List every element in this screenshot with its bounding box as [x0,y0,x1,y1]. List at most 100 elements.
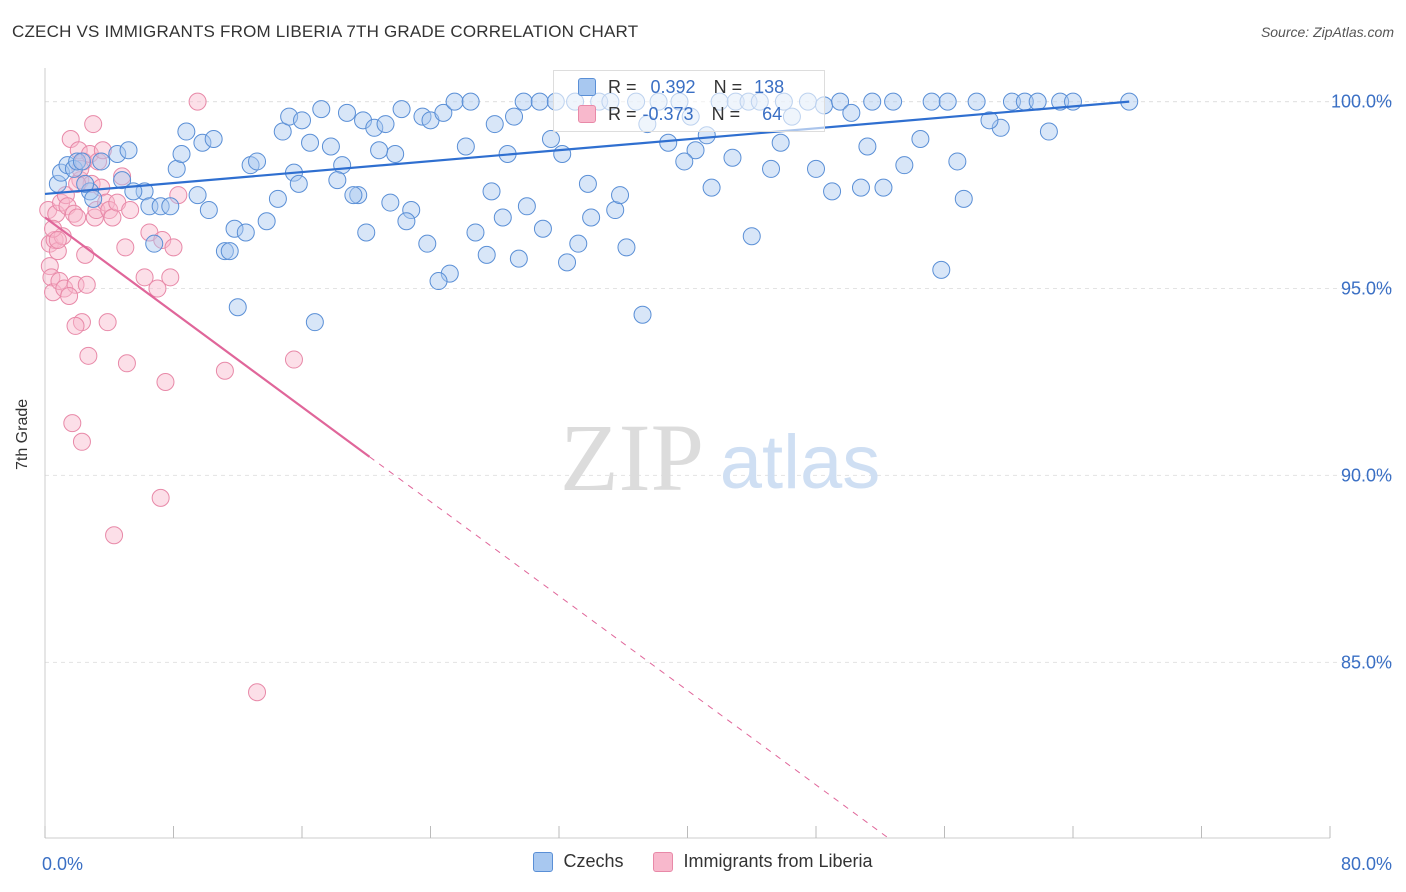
data-point-liberia [116,238,135,257]
data-point-czech [349,186,368,205]
stats-legend: R = 0.392 N = 138 R = -0.373 N = 64 [553,70,825,132]
data-point-czech [477,245,496,264]
data-point-czech [305,313,324,332]
y-tick-label: 100.0% [1331,92,1392,112]
data-point-czech [72,152,91,171]
data-point-czech [161,197,180,216]
data-point-liberia [151,488,170,507]
data-point-czech [381,193,400,212]
data-point-czech [84,189,103,208]
data-point-czech [386,144,405,163]
trend-line-czech [44,100,1130,196]
data-point-czech [863,92,882,111]
chart-title: CZECH VS IMMIGRANTS FROM LIBERIA 7TH GRA… [12,22,639,41]
data-point-czech [172,144,191,163]
data-point-liberia [121,201,140,220]
data-point-czech [686,141,705,160]
data-point-liberia [77,275,96,294]
data-point-liberia [66,316,85,335]
data-point-czech [76,174,95,193]
series-legend: Czechs Immigrants from Liberia [0,851,1406,872]
data-point-czech [659,133,678,152]
data-point-liberia [76,245,95,264]
data-point-liberia [188,92,207,111]
data-point-czech [119,141,138,160]
data-point-czech [851,178,870,197]
data-point-czech [762,159,781,178]
data-point-czech [108,144,127,163]
data-point-liberia [48,230,67,249]
y-tick-label: 90.0% [1341,465,1392,485]
data-point-czech [771,133,790,152]
legend-r-value: -0.373 [642,103,694,124]
data-point-czech [145,234,164,253]
data-point-czech [456,137,475,156]
data-point-czech [509,249,528,268]
legend-item-czechs[interactable]: Czechs [533,851,623,872]
data-point-czech [932,260,951,279]
data-point-liberia [85,208,104,227]
data-point-liberia [72,432,91,451]
data-point-liberia [135,268,154,287]
watermark-atlas: atlas [720,420,881,505]
data-point-czech [541,130,560,149]
data-point-czech [289,174,308,193]
data-point-liberia [60,287,79,306]
data-point-czech [485,115,504,134]
data-point-czech [68,152,87,171]
data-point-czech [1039,122,1058,141]
data-point-liberia [105,526,124,545]
data-point-czech [493,208,512,227]
legend-r-value: 0.392 [650,76,696,97]
source-label: Source: ZipAtlas.com [1260,24,1394,40]
data-point-czech [578,174,597,193]
data-point-czech [167,159,186,178]
data-point-czech [530,92,549,111]
data-point-czech [273,122,292,141]
data-point-czech [220,242,239,261]
data-point-czech [312,100,331,119]
data-point-czech [1028,92,1047,111]
data-point-liberia [82,174,101,193]
legend-n-value: 138 [754,76,785,97]
axes-layer [44,68,1331,839]
data-point-czech [365,118,384,137]
data-point-liberia [84,115,103,134]
x-tick-label: 0.0% [42,854,83,874]
y-axis-label: 7th Grade [14,398,31,470]
data-point-czech [611,186,630,205]
data-point-czech [376,115,395,134]
data-point-liberia [47,204,66,223]
y-tick-label: 95.0% [1341,279,1392,299]
data-point-czech [582,208,601,227]
data-point-czech [248,152,267,171]
data-point-czech [440,264,459,283]
legend-swatch-czechs [578,78,596,96]
data-point-czech [466,223,485,242]
data-point-liberia [69,141,88,160]
legend-item-liberia[interactable]: Immigrants from Liberia [653,851,873,872]
data-point-liberia [113,167,132,186]
data-point-liberia [156,372,175,391]
data-point-czech [445,92,464,111]
data-point-czech [188,186,207,205]
data-point-czech [397,212,416,231]
data-point-liberia [40,257,59,276]
data-point-czech [461,92,480,111]
legend-n-value: 64 [762,103,783,124]
data-point-liberia [148,279,167,298]
legend-row-czechs: R = 0.392 N = 138 [578,76,784,98]
data-point-czech [617,238,636,257]
legend-swatch-liberia [653,851,674,872]
data-point-czech [967,92,986,111]
data-point-liberia [161,268,180,287]
legend-r-label: R = [608,103,637,124]
data-point-czech [723,148,742,167]
data-point-czech [204,130,223,149]
data-point-czech [606,201,625,220]
data-point-czech [514,92,533,111]
data-point-czech [418,234,437,253]
data-point-liberia [79,346,98,365]
data-point-czech [392,100,411,119]
